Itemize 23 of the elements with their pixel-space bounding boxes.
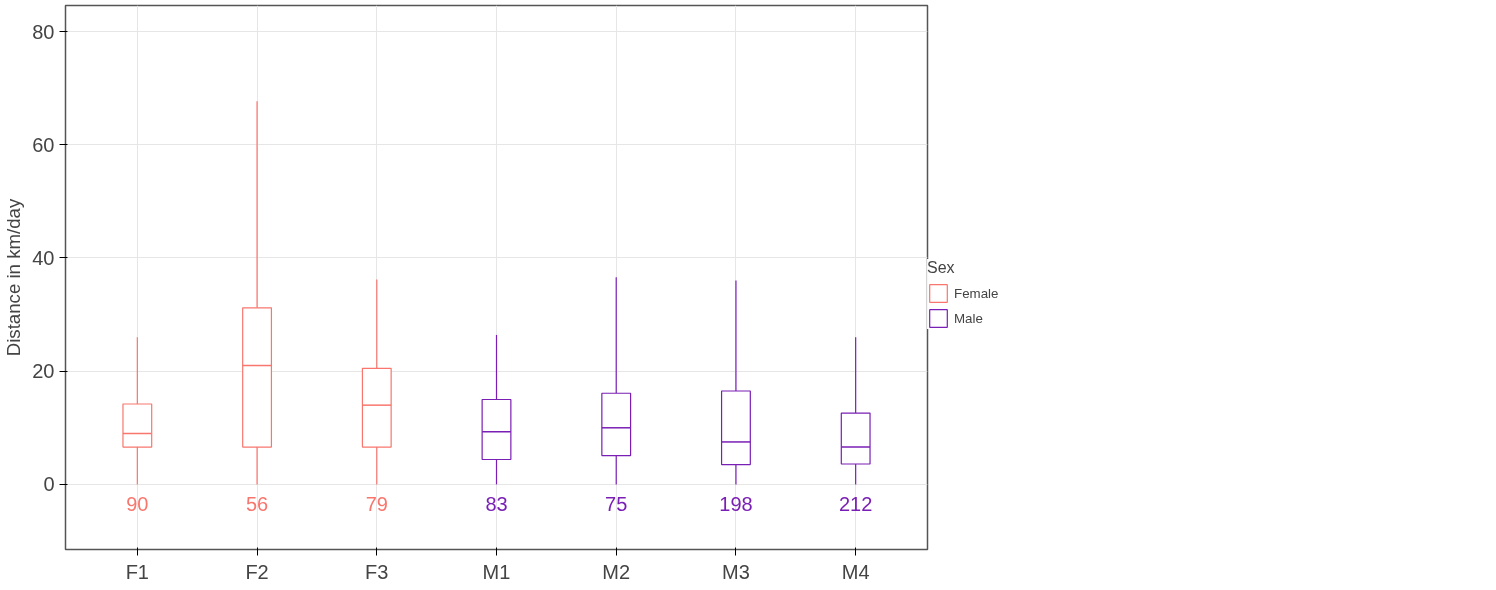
annotation: 83	[485, 492, 508, 515]
legend-title: Sex	[927, 259, 956, 277]
x-tick-label: M3	[722, 560, 750, 583]
annotation: 56	[245, 492, 269, 515]
legend-label: Male	[954, 310, 984, 326]
annotation: 90	[126, 492, 149, 515]
y-tick-label: 60	[32, 133, 55, 156]
y-tick-label: 40	[32, 246, 55, 269]
x-tick-label: F3	[365, 560, 389, 583]
y-axis-title: Distance in km/day	[3, 198, 25, 357]
legend-label: Female	[954, 285, 1000, 301]
annotation: 212	[838, 492, 873, 515]
x-tick-label: F1	[125, 560, 150, 583]
y-tick-label: 80	[32, 20, 55, 43]
x-tick-label: F2	[245, 560, 269, 583]
annotation: 198	[719, 492, 753, 515]
y-tick-label: 20	[32, 360, 55, 383]
x-tick-label: M2	[602, 560, 631, 583]
x-tick-label: M4	[841, 560, 870, 583]
annotation: 79	[365, 492, 388, 515]
y-tick-label: 0	[43, 473, 55, 496]
annotation: 75	[605, 492, 628, 515]
x-tick-label: M1	[482, 560, 511, 583]
